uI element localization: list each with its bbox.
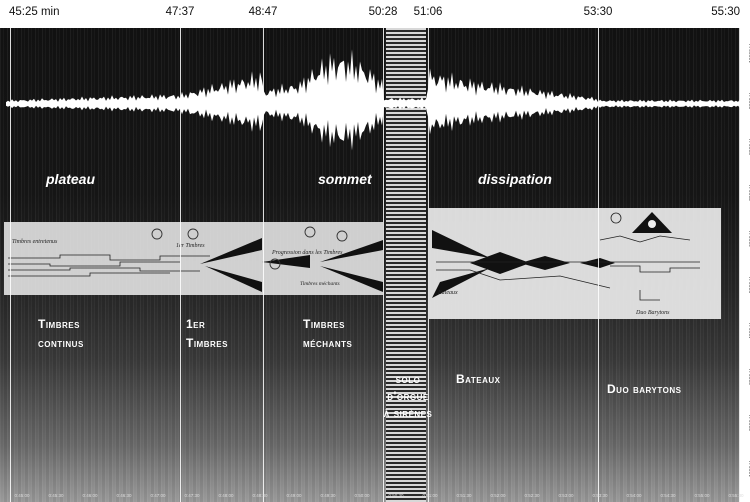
time-marker-line [739,28,740,502]
time-marker-label: 47:37 [165,6,195,18]
bottom-tick-label: 0:49:30 [320,493,336,498]
block-line: Bateaux [456,372,501,386]
time-marker-line [10,28,11,502]
score-left-staff [8,254,210,277]
bottom-tick-label: 0:47:00 [150,493,166,498]
time-marker-label: 48:47 [248,6,278,18]
time-marker-line [598,28,599,502]
bottom-tick-label: 0:46:00 [82,493,98,498]
bottom-tick-label: 0:54:00 [626,493,642,498]
time-marker-line [383,28,384,502]
score-left-wedges [200,238,383,292]
block-line: 1er [186,317,206,331]
block-line: à sirènes [383,406,433,420]
time-marker-label: 53:30 [583,6,613,18]
time-marker-line [180,28,181,502]
time-marker-label: 50:28 [368,6,398,18]
block-line: solo [395,372,421,386]
bottom-tick-label: 0:47:30 [184,493,200,498]
bottom-tick-label: 0:54:30 [660,493,676,498]
bottom-tick-label: 0:45:00 [14,493,30,498]
bottom-tick-label: 0:55:00 [694,493,710,498]
score-left-circles [151,226,348,270]
bottom-tick-label: 0:53:00 [558,493,574,498]
bottom-tick-label: 0:52:00 [490,493,506,498]
bottom-tick-label: 0:51:30 [456,493,472,498]
bottom-tick-label: 0:52:30 [524,493,540,498]
block-duo-barytons: Duo barytons [607,380,681,399]
block-line: Timbres [303,317,345,331]
time-marker-line [263,28,264,502]
bottom-tick-label: 0:48:30 [252,493,268,498]
score-note-right-a: Bateaux [438,290,458,296]
block-premier-timbres: 1er Timbres [186,315,228,353]
block-bateaux: Bateaux [456,370,500,389]
time-marker-label: 55:30 [711,6,740,18]
bottom-tick-label: 0:46:30 [116,493,132,498]
section-sommet: sommet [318,171,372,187]
block-line: Timbres [186,336,228,350]
block-timbres-continus: Timbres continus [38,315,84,353]
block-line: Duo barytons [607,382,682,396]
bottom-tick-label: 0:53:30 [592,493,608,498]
block-line: d'orgue [387,389,429,403]
section-dissipation: dissipation [478,171,552,187]
bottom-tick-label: 0:51:00 [422,493,438,498]
score-right-shapes [432,212,672,298]
score-note-left-a: Timbres entretenus [12,239,58,245]
bottom-tick-label: 0:45:30 [48,493,64,498]
score-note-left-d: Timbres méchants [300,281,340,287]
bottom-tick-label: 0:50:00 [354,493,370,498]
block-solo-orgue: solo d'orgue à sirènes [380,371,436,422]
score-sketch-left [4,222,383,295]
score-right-lines [436,212,700,301]
bottom-tick-label: 0:55:30 [728,493,744,498]
block-line: continus [38,336,84,350]
section-plateau: plateau [46,171,96,187]
bottom-tick-label: 0:48:00 [218,493,234,498]
bottom-tick-label: 0:49:00 [286,493,302,498]
score-note-left-b: 1er Timbres [176,243,205,249]
time-marker-label: 45:25 min [9,6,60,18]
time-marker-line [428,28,429,502]
block-timbres-mechants: Timbres méchants [303,315,352,353]
block-line: Timbres [38,317,80,331]
time-marker-label: 51:06 [413,6,443,18]
block-line: méchants [303,336,353,350]
frequency-axis [740,28,750,502]
score-note-left-c: Progression dans les Timbres [271,250,343,256]
bottom-tick-label: 0:50:30 [388,493,404,498]
score-note-right-b: Duo Barytons [635,310,670,316]
